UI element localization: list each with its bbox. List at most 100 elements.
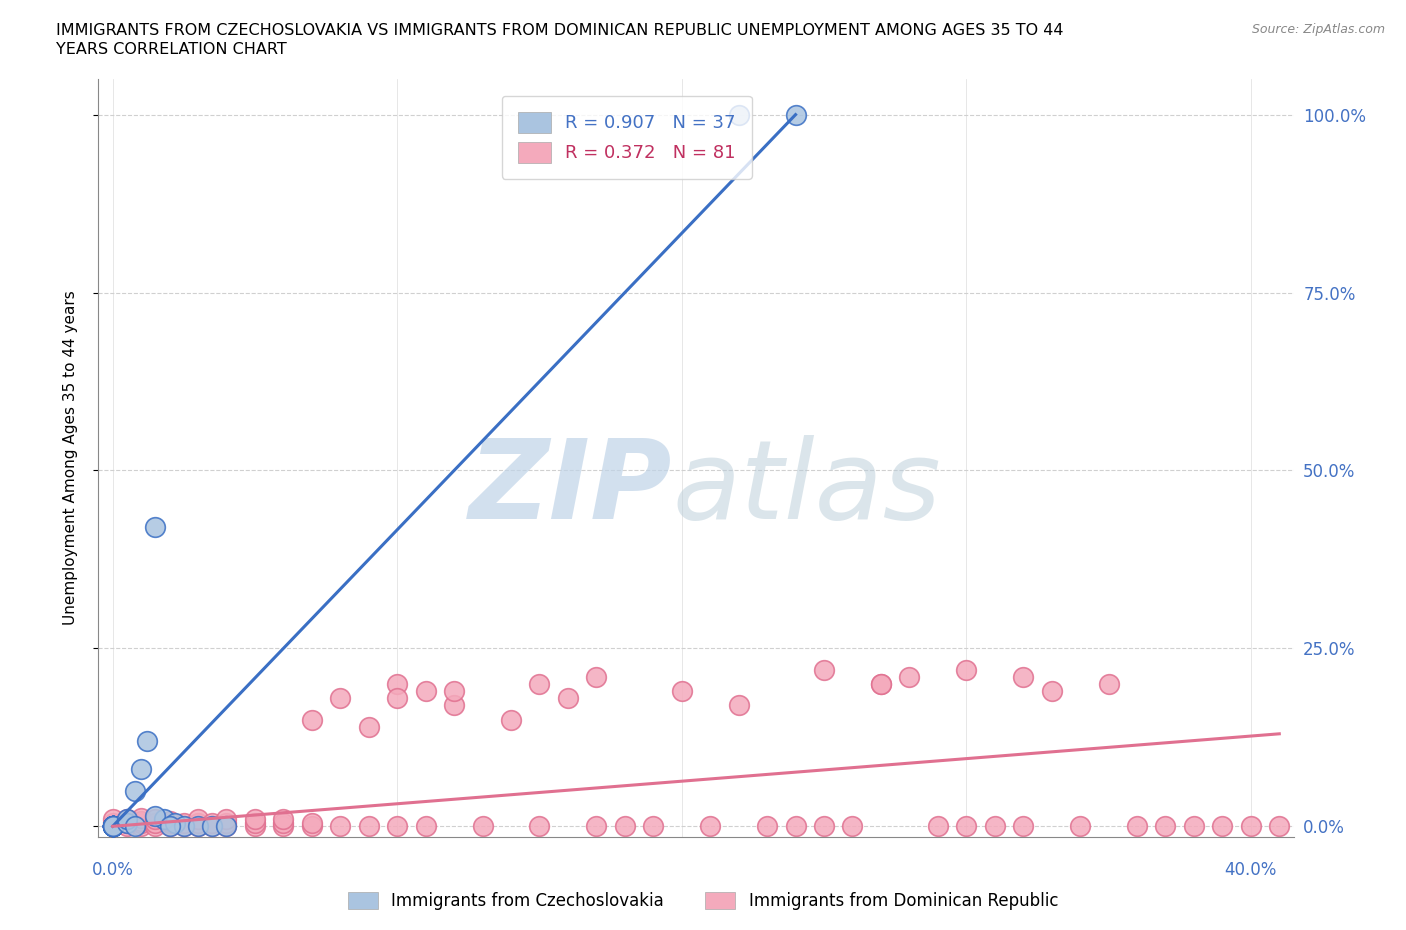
Point — [124, 819, 146, 834]
Point — [273, 819, 295, 834]
Point — [1069, 819, 1091, 834]
Legend: R = 0.907   N = 37, R = 0.372   N = 81: R = 0.907 N = 37, R = 0.372 N = 81 — [502, 96, 752, 179]
Point — [1240, 819, 1263, 834]
Point — [898, 670, 921, 684]
Point — [1154, 819, 1177, 834]
Point — [101, 819, 124, 834]
Point — [135, 734, 157, 749]
Point — [143, 812, 166, 827]
Point — [841, 819, 863, 834]
Point — [143, 816, 166, 830]
Text: IMMIGRANTS FROM CZECHOSLOVAKIA VS IMMIGRANTS FROM DOMINICAN REPUBLIC UNEMPLOYMEN: IMMIGRANTS FROM CZECHOSLOVAKIA VS IMMIGR… — [56, 23, 1064, 38]
Point — [129, 762, 152, 777]
Point — [1012, 670, 1035, 684]
Point — [357, 819, 380, 834]
Point — [173, 816, 195, 830]
Point — [301, 819, 323, 834]
Point — [101, 819, 124, 834]
Point — [101, 819, 124, 834]
Point — [201, 819, 224, 834]
Point — [385, 676, 409, 691]
Point — [813, 819, 835, 834]
Point — [927, 819, 949, 834]
Point — [101, 819, 124, 834]
Point — [201, 819, 224, 834]
Point — [173, 819, 195, 834]
Point — [115, 816, 138, 830]
Point — [115, 816, 138, 830]
Point — [529, 819, 551, 834]
Point — [101, 819, 124, 834]
Point — [215, 819, 238, 834]
Legend: Immigrants from Czechoslovakia, Immigrants from Dominican Republic: Immigrants from Czechoslovakia, Immigran… — [342, 885, 1064, 917]
Point — [101, 819, 124, 834]
Text: 0.0%: 0.0% — [91, 861, 134, 879]
Point — [101, 819, 124, 834]
Text: ZIP: ZIP — [468, 435, 672, 542]
Point — [955, 819, 977, 834]
Text: Source: ZipAtlas.com: Source: ZipAtlas.com — [1251, 23, 1385, 36]
Point — [557, 691, 579, 706]
Text: 40.0%: 40.0% — [1225, 861, 1277, 879]
Point — [243, 819, 266, 834]
Point — [159, 819, 181, 834]
Point — [529, 676, 551, 691]
Point — [101, 819, 124, 834]
Point — [101, 819, 124, 834]
Point — [1182, 819, 1205, 834]
Point — [1126, 819, 1149, 834]
Point — [215, 812, 238, 827]
Point — [243, 816, 266, 830]
Point — [115, 812, 138, 827]
Point — [585, 819, 607, 834]
Point — [585, 670, 607, 684]
Point — [215, 816, 238, 830]
Point — [443, 698, 465, 712]
Point — [187, 816, 209, 830]
Point — [329, 819, 352, 834]
Point — [101, 819, 124, 834]
Point — [101, 816, 124, 830]
Point — [385, 691, 409, 706]
Point — [101, 819, 124, 834]
Point — [101, 819, 124, 834]
Point — [165, 816, 187, 830]
Point — [101, 819, 124, 834]
Point — [443, 684, 465, 698]
Point — [385, 819, 409, 834]
Point — [159, 816, 181, 830]
Point — [955, 662, 977, 677]
Point — [129, 819, 152, 834]
Text: YEARS CORRELATION CHART: YEARS CORRELATION CHART — [56, 42, 287, 57]
Point — [1012, 819, 1035, 834]
Point — [201, 816, 224, 830]
Text: atlas: atlas — [672, 435, 941, 542]
Point — [173, 819, 195, 834]
Point — [101, 819, 124, 834]
Point — [699, 819, 721, 834]
Point — [215, 819, 238, 834]
Point — [1040, 684, 1063, 698]
Point — [115, 819, 138, 834]
Point — [273, 816, 295, 830]
Point — [187, 812, 209, 827]
Point — [101, 819, 124, 834]
Point — [129, 810, 152, 825]
Point — [301, 816, 323, 830]
Point — [727, 107, 749, 122]
Point — [187, 819, 209, 834]
Point — [243, 812, 266, 827]
Point — [101, 819, 124, 834]
Point — [153, 812, 176, 827]
Point — [499, 712, 522, 727]
Point — [613, 819, 636, 834]
Point — [1097, 676, 1119, 691]
Point — [785, 819, 807, 834]
Point — [671, 684, 693, 698]
Point — [187, 819, 209, 834]
Point — [101, 819, 124, 834]
Point — [870, 676, 893, 691]
Point — [101, 819, 124, 834]
Point — [101, 819, 124, 834]
Point — [101, 819, 124, 834]
